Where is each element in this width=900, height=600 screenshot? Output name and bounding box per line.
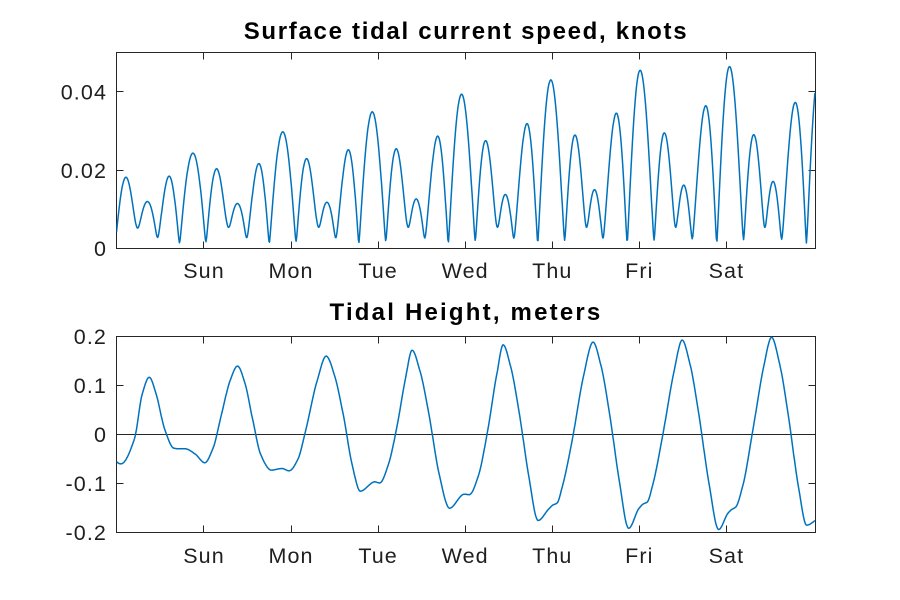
svg-text:0.1: 0.1: [74, 374, 107, 398]
svg-text:Tue: Tue: [358, 259, 398, 283]
svg-text:Fri: Fri: [625, 544, 653, 568]
svg-text:Sun: Sun: [183, 544, 225, 568]
svg-text:Thu: Thu: [532, 259, 572, 283]
svg-text:0.04: 0.04: [61, 80, 107, 104]
svg-text:Wed: Wed: [442, 259, 489, 283]
svg-text:Sun: Sun: [183, 259, 225, 283]
svg-text:0: 0: [94, 423, 107, 447]
svg-text:Tue: Tue: [358, 544, 398, 568]
svg-text:0: 0: [94, 237, 107, 261]
svg-text:Sat: Sat: [709, 259, 745, 283]
svg-text:Surface tidal current speed, k: Surface tidal current speed, knots: [244, 18, 689, 45]
svg-text:Mon: Mon: [268, 259, 313, 283]
svg-text:Wed: Wed: [442, 544, 489, 568]
svg-text:Fri: Fri: [625, 259, 653, 283]
svg-text:Thu: Thu: [532, 544, 572, 568]
svg-text:Sat: Sat: [709, 544, 745, 568]
svg-text:Mon: Mon: [268, 544, 313, 568]
svg-text:-0.2: -0.2: [66, 521, 107, 545]
svg-text:0.2: 0.2: [74, 325, 107, 349]
svg-text:0.02: 0.02: [61, 159, 107, 183]
svg-text:-0.1: -0.1: [66, 472, 107, 496]
svg-text:Tidal Height, meters: Tidal Height, meters: [330, 299, 603, 326]
